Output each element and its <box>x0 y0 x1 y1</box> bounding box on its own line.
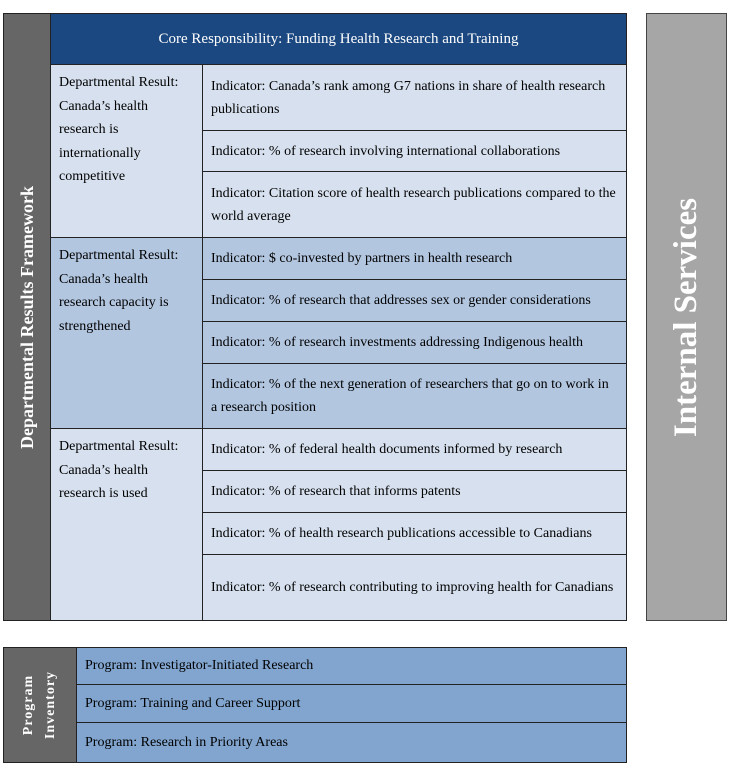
program-inventory-line2: Inventory <box>43 670 58 740</box>
framework-label: Departmental Results Framework <box>3 13 51 621</box>
core-responsibility-header: Core Responsibility: Funding Health Rese… <box>50 13 627 65</box>
program-item: Program: Investigator-Initiated Research <box>76 647 627 685</box>
departmental-result-2: Departmental Result: Canada’s health res… <box>50 237 203 429</box>
indicator: Indicator: % of health research publicat… <box>202 512 627 555</box>
indicator: Indicator: Canada’s rank among G7 nation… <box>202 64 627 131</box>
internal-services: Internal Services <box>646 13 727 621</box>
internal-services-text: Internal Services <box>668 197 705 437</box>
program-inventory-label: Program Inventory <box>3 647 77 763</box>
departmental-result-1: Departmental Result: Canada’s health res… <box>50 64 203 238</box>
framework-label-text: Departmental Results Framework <box>16 185 37 449</box>
program-inventory-line1: Program <box>21 674 36 736</box>
indicator: Indicator: Citation score of health rese… <box>202 171 627 238</box>
indicator: Indicator: % of research investments add… <box>202 321 627 364</box>
program-item: Program: Research in Priority Areas <box>76 722 627 763</box>
indicator: Indicator: % of research that addresses … <box>202 279 627 322</box>
indicator: Indicator: % of federal health documents… <box>202 428 627 471</box>
program-item: Program: Training and Career Support <box>76 684 627 723</box>
indicator: Indicator: % of research involving inter… <box>202 130 627 172</box>
departmental-result-3: Departmental Result: Canada’s health res… <box>50 428 203 621</box>
indicator: Indicator: % of research that informs pa… <box>202 470 627 513</box>
indicator: Indicator: % of research contributing to… <box>202 554 627 621</box>
indicator: Indicator: $ co-invested by partners in … <box>202 237 627 280</box>
indicator: Indicator: % of the next generation of r… <box>202 363 627 429</box>
